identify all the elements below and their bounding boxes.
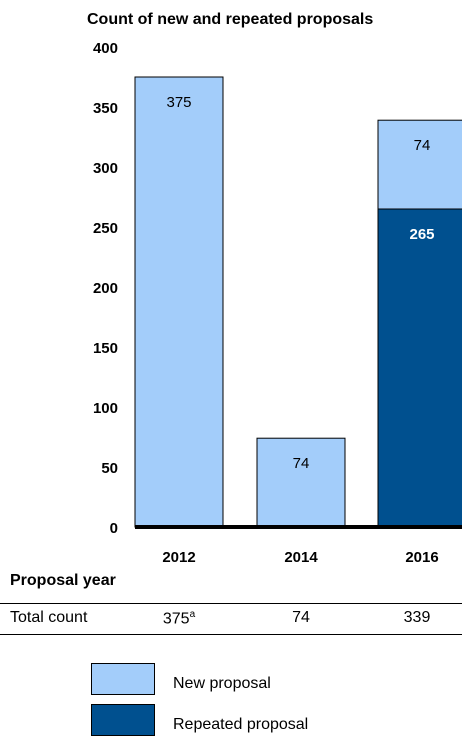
stacked-bar-chart: Count of new and repeated proposals 0 50 1… [87, 11, 462, 566]
legend-swatch-new [91, 663, 155, 695]
y-tick-label: 150 [93, 340, 118, 357]
data-label-2016-new: 74 [414, 137, 431, 154]
total-count-label: Total count [10, 609, 88, 626]
x-tick-label-2012: 2012 [162, 549, 195, 566]
x-axis-ticks: 2012 2014 2016 [162, 549, 438, 566]
total-count-2014: 74 [292, 609, 310, 626]
y-tick-label: 50 [101, 460, 118, 477]
data-labels: 375 74 265 74 [166, 94, 434, 472]
y-tick-label: 0 [110, 520, 118, 537]
y-axis-ticks: 0 50 100 150 200 250 300 350 400 [93, 40, 118, 537]
chart-title: Count of new and repeated proposals [87, 11, 373, 28]
data-label-2014-new: 74 [293, 455, 310, 472]
x-tick-label-2016: 2016 [405, 549, 438, 566]
y-tick-label: 250 [93, 220, 118, 237]
data-label-2012-new: 375 [166, 94, 191, 111]
legend-swatch-repeated [91, 704, 155, 736]
legend-label-new: New proposal [173, 675, 271, 692]
legend-label-repeated: Repeated proposal [173, 716, 309, 733]
bar-2016-new [377, 119, 462, 210]
y-tick-label: 100 [93, 400, 118, 417]
footnote-mark: a [189, 609, 196, 620]
data-label-2016-repeated: 265 [409, 226, 434, 243]
y-tick-label: 350 [93, 100, 118, 117]
total-count-2016: 339 [403, 609, 431, 626]
bar-2012-new [134, 76, 224, 528]
x-axis-title: Proposal year [10, 572, 116, 589]
total-count-2012: 375a [162, 609, 196, 628]
y-tick-label: 400 [93, 40, 118, 57]
bar-2014-new [256, 437, 346, 528]
y-tick-label: 200 [93, 280, 118, 297]
bar-2016-repeated [377, 208, 462, 528]
x-tick-label-2014: 2014 [284, 549, 318, 566]
y-tick-label: 300 [93, 160, 118, 177]
total-count-row: Total count 375a 74 339 [0, 603, 462, 635]
